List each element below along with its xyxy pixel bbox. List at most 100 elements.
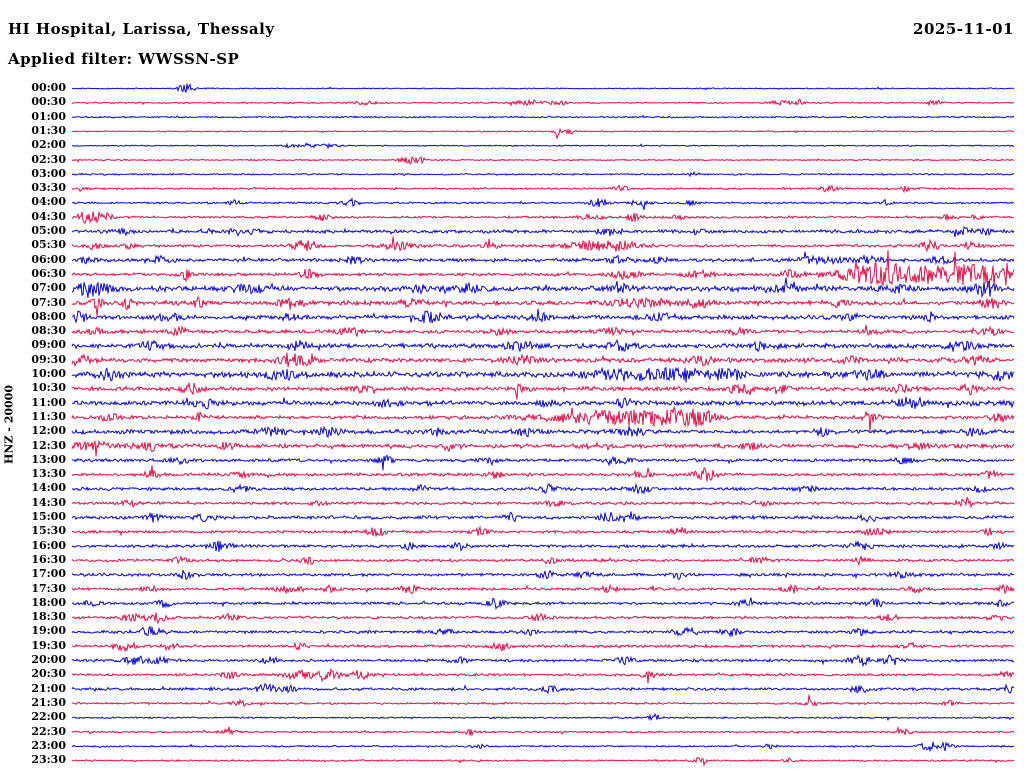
time-label: 23:00	[31, 738, 66, 752]
time-label: 21:30	[31, 695, 66, 709]
trace-row-2000	[71, 654, 1015, 668]
trace-row-1300	[71, 454, 1015, 471]
trace-row-0430	[71, 211, 1015, 225]
station-title: HI Hospital, Larissa, Thessaly	[8, 20, 275, 38]
time-label: 13:30	[31, 467, 66, 481]
trace-row-0300	[71, 170, 1015, 178]
trace-row-2230	[71, 725, 1015, 737]
time-label: 01:30	[31, 123, 66, 137]
trace-row-0200	[71, 142, 1014, 150]
trace-row-0930	[71, 352, 1014, 368]
trace-row-0500	[71, 226, 1015, 237]
trace-row-1400	[71, 482, 1015, 495]
trace-row-1130	[71, 407, 1015, 432]
time-label: 23:30	[31, 753, 66, 767]
trace-row-2330	[71, 756, 1015, 767]
time-label: 20:00	[31, 653, 66, 666]
trace-row-0830	[71, 324, 1014, 338]
trace-row-2130	[71, 694, 1015, 708]
time-label: 08:30	[31, 324, 66, 338]
trace-row-0900	[71, 339, 1015, 353]
time-label: 17:00	[31, 567, 66, 581]
trace-row-1200	[71, 425, 1015, 439]
trace-row-2200	[71, 713, 1015, 722]
time-label: 05:00	[31, 224, 66, 237]
time-label: 07:00	[31, 281, 66, 295]
trace-row-1930	[71, 641, 1015, 653]
time-label: 05:30	[31, 238, 66, 252]
trace-row-0330	[71, 183, 1015, 194]
trace-row-0700	[71, 277, 1015, 298]
time-label: 19:30	[31, 638, 66, 652]
trace-row-2100	[71, 682, 1015, 695]
trace-row-1030	[71, 382, 1014, 400]
time-label: 16:00	[31, 538, 66, 552]
time-label: 12:30	[31, 438, 66, 452]
time-label: 09:30	[31, 352, 66, 366]
trace-row-0230	[71, 155, 1015, 165]
trace-row-1730	[71, 583, 1015, 595]
time-label: 00:30	[31, 95, 66, 109]
trace-row-0730	[71, 295, 1015, 316]
trace-row-1830	[72, 612, 1015, 625]
trace-row-0530	[71, 236, 1015, 253]
time-label: 19:00	[31, 624, 66, 638]
date-label: 2025-11-01	[913, 20, 1014, 38]
trace-row-1100	[71, 396, 1015, 410]
trace-row-0100	[71, 114, 1015, 119]
time-label: 02:30	[31, 152, 66, 166]
time-label: 03:00	[31, 166, 66, 180]
trace-row-0030	[71, 98, 1015, 107]
time-label: 13:00	[31, 452, 66, 466]
time-label: 15:30	[31, 524, 66, 538]
time-label: 04:30	[31, 209, 66, 223]
trace-row-1630	[71, 555, 1015, 566]
time-label: 21:00	[31, 681, 66, 695]
trace-row-1500	[71, 511, 1015, 523]
trace-row-1900	[71, 625, 1015, 638]
trace-row-1230	[71, 439, 1015, 457]
time-label: 03:30	[31, 181, 66, 195]
time-label: 07:30	[31, 295, 66, 309]
time-label: 14:00	[31, 481, 66, 495]
trace-row-1330	[71, 465, 1015, 482]
trace-row-1430	[71, 496, 1015, 509]
trace-row-1800	[71, 597, 1015, 610]
time-labels-column: 00:00 00:30 01:00 01:30 02:00 02:30 03:00 03:30…	[0, 0, 66, 780]
time-label: 18:00	[31, 595, 66, 609]
time-label: 08:00	[31, 309, 66, 323]
trace-row-0600	[71, 251, 1015, 266]
trace-row-0130	[71, 127, 1015, 139]
time-label: 16:30	[31, 552, 66, 566]
time-label: 06:00	[31, 252, 66, 266]
applied-filter-label: Applied filter: WWSSN-SP	[8, 50, 240, 68]
time-label: 06:30	[31, 266, 66, 280]
trace-row-2300	[71, 741, 1015, 753]
trace-row-0800	[72, 308, 1015, 324]
trace-row-1700	[71, 569, 1015, 581]
time-label: 18:30	[31, 610, 66, 624]
time-label: 02:00	[31, 138, 66, 152]
time-label: 15:00	[31, 510, 66, 523]
trace-row-0400	[71, 197, 1015, 211]
time-label: 14:30	[31, 495, 66, 509]
time-label: 01:00	[31, 109, 66, 123]
trace-row-0000	[71, 83, 1015, 94]
time-label: 22:30	[31, 724, 66, 738]
time-label: 20:30	[31, 667, 66, 681]
time-label: 12:00	[31, 424, 66, 438]
trace-row-2030	[71, 668, 1015, 684]
time-label: 09:00	[31, 338, 66, 352]
trace-row-1530	[71, 525, 1015, 537]
time-label: 17:30	[31, 581, 66, 595]
time-label: 10:30	[31, 381, 66, 395]
time-label: 11:30	[31, 409, 66, 423]
time-label: 04:00	[31, 195, 66, 209]
time-label: 11:00	[31, 395, 66, 409]
trace-row-0630	[71, 250, 1015, 288]
trace-row-1000	[71, 366, 1015, 383]
time-label: 00:00	[31, 81, 66, 94]
time-label: 10:00	[31, 367, 66, 380]
